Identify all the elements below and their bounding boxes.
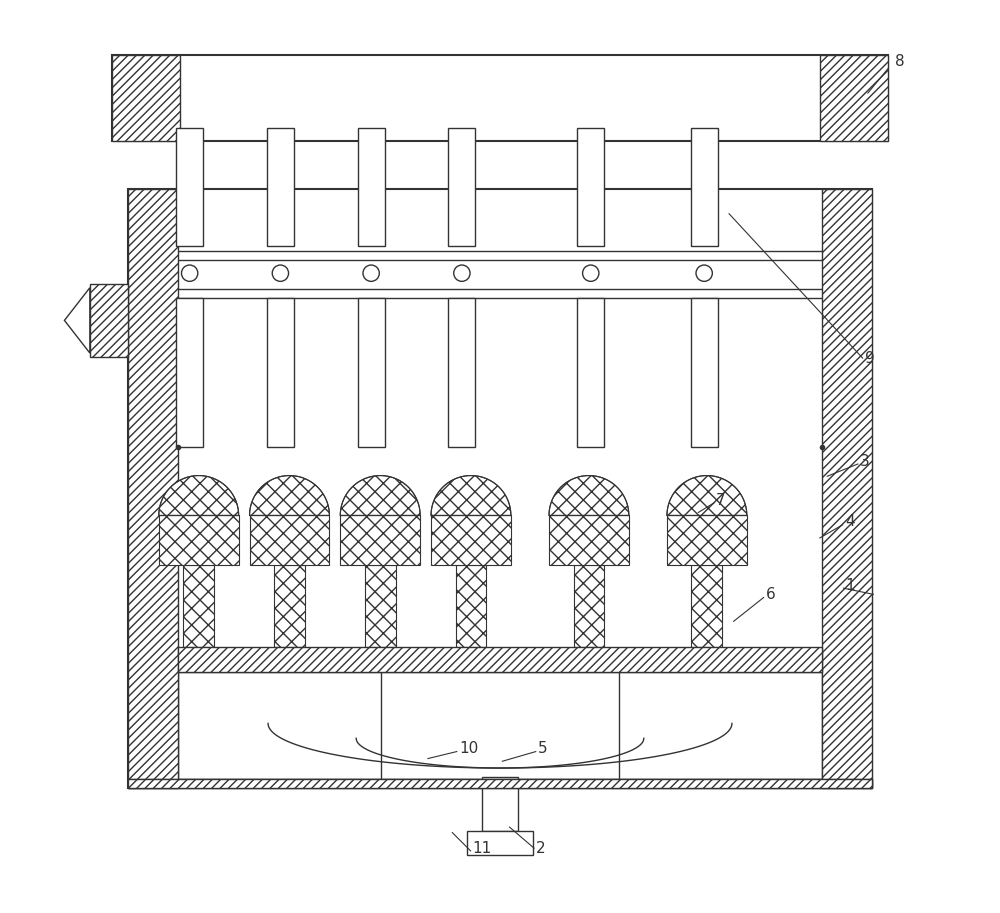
Circle shape (181, 265, 198, 281)
Circle shape (363, 265, 379, 281)
Bar (112, 55, 888, 141)
Bar (128, 189, 872, 788)
Bar (358, 298, 385, 447)
Bar (183, 565, 214, 647)
Circle shape (583, 265, 599, 281)
Bar (482, 777, 518, 831)
Bar (358, 128, 385, 246)
Polygon shape (250, 476, 329, 516)
Circle shape (454, 265, 470, 281)
Bar (456, 565, 486, 647)
Circle shape (272, 265, 289, 281)
Polygon shape (340, 476, 420, 516)
Bar (820, 55, 888, 141)
Polygon shape (549, 476, 629, 516)
Text: 4: 4 (845, 514, 854, 530)
Bar (274, 565, 305, 647)
Bar (128, 779, 872, 788)
Bar (178, 673, 822, 779)
Circle shape (696, 265, 712, 281)
Bar (691, 298, 718, 447)
Bar (667, 516, 747, 565)
Text: 5: 5 (538, 741, 548, 756)
Bar (128, 779, 872, 788)
Bar (691, 565, 722, 647)
Bar (448, 298, 475, 447)
Text: 11: 11 (473, 841, 492, 856)
Bar (448, 128, 475, 246)
Bar (159, 516, 239, 565)
Text: 2: 2 (536, 841, 546, 856)
Bar (340, 516, 420, 565)
Bar (178, 647, 822, 673)
Bar (574, 565, 604, 647)
Bar (128, 189, 178, 788)
Bar (577, 298, 604, 447)
Polygon shape (667, 476, 747, 516)
Polygon shape (159, 476, 239, 516)
Text: 9: 9 (865, 351, 875, 366)
Text: 8: 8 (895, 54, 904, 69)
Bar (577, 128, 604, 246)
Text: 3: 3 (860, 454, 870, 468)
Bar (267, 128, 294, 246)
Bar (549, 516, 629, 565)
Bar (467, 831, 533, 855)
Text: 10: 10 (459, 741, 478, 756)
Bar (365, 565, 396, 647)
Bar (176, 298, 203, 447)
Bar (112, 55, 180, 141)
Text: 6: 6 (766, 587, 776, 602)
Bar (176, 128, 203, 246)
Bar (90, 284, 128, 357)
Bar (250, 516, 329, 565)
Polygon shape (431, 476, 511, 516)
Bar (267, 298, 294, 447)
Text: 7: 7 (716, 492, 726, 508)
Polygon shape (64, 288, 90, 353)
Bar (431, 516, 511, 565)
Text: 1: 1 (845, 578, 854, 593)
Bar (691, 128, 718, 246)
Bar (822, 189, 872, 788)
